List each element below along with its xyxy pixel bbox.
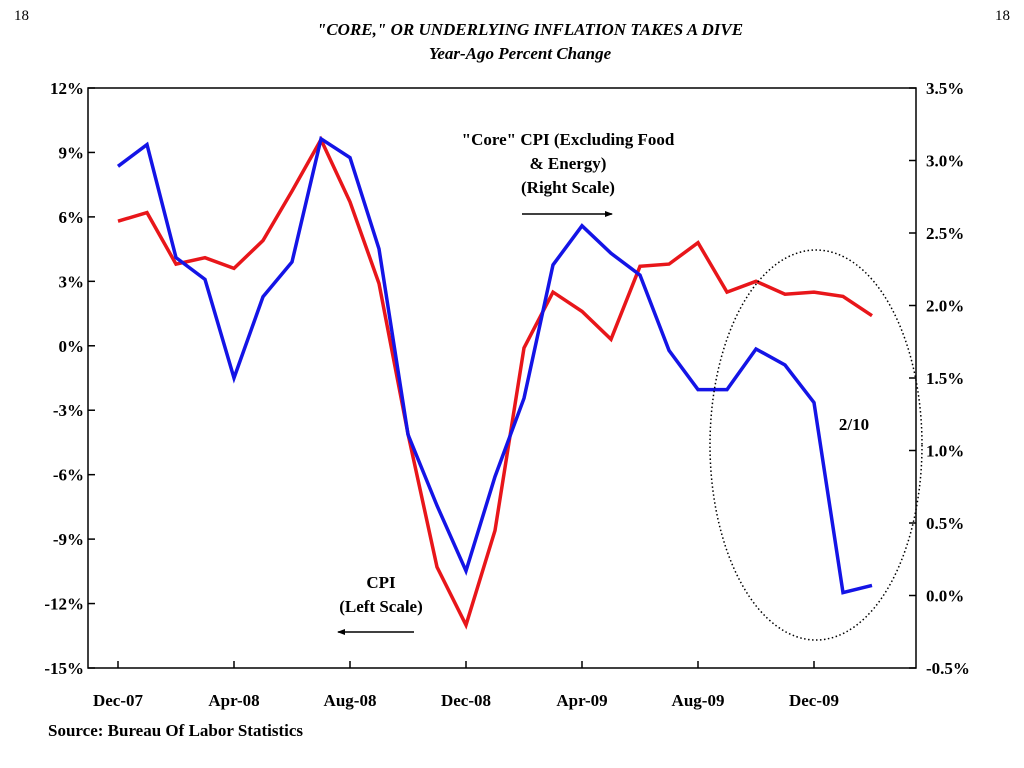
x-tick-label: Apr-09 xyxy=(556,691,607,710)
cpi-label-line-2: (Left Scale) xyxy=(339,597,423,616)
x-tick-label: Dec-09 xyxy=(789,691,839,710)
right-tick-label: 0.0% xyxy=(926,587,964,606)
core-label-line-3: (Right Scale) xyxy=(521,178,615,197)
right-tick-label: 3.0% xyxy=(926,152,964,171)
page-number-right: 18 xyxy=(995,8,1010,24)
core-label-line-1: "Core" CPI (Excluding Food xyxy=(462,130,675,149)
left-tick-label: 3% xyxy=(59,272,85,291)
left-tick-label: -9% xyxy=(53,530,84,549)
core-label-line-2: & Energy) xyxy=(530,154,607,173)
left-tick-label: 9% xyxy=(59,143,85,162)
cpi-series-line xyxy=(117,135,873,630)
left-tick-label: 0% xyxy=(59,337,85,356)
right-tick-label: 3.5% xyxy=(926,79,964,98)
x-tick-label: Dec-08 xyxy=(441,691,491,710)
core-cpi-series-line xyxy=(116,135,873,595)
right-tick-label: 0.5% xyxy=(926,514,964,533)
right-tick-label: -0.5% xyxy=(926,659,970,678)
right-tick-label: 2.5% xyxy=(926,224,964,243)
left-tick-label: 6% xyxy=(59,208,85,227)
plot-frame xyxy=(87,87,917,669)
page-number-left: 18 xyxy=(14,8,29,24)
cpi-label-line-1: CPI xyxy=(366,573,396,592)
x-tick-label: Aug-09 xyxy=(672,691,725,710)
right-tick-label: 1.0% xyxy=(926,442,964,461)
x-tick-label: Apr-08 xyxy=(208,691,259,710)
right-tick-label: 1.5% xyxy=(926,369,964,388)
left-tick-label: -12% xyxy=(44,595,84,614)
chart-subtitle: Year-Ago Percent Change xyxy=(428,44,612,63)
x-tick-label: Dec-07 xyxy=(93,691,144,710)
chart-title: "CORE," OR UNDERLYING INFLATION TAKES A … xyxy=(316,20,744,39)
source-note: Source: Bureau Of Labor Statistics xyxy=(48,721,304,740)
left-tick-label: 12% xyxy=(50,79,84,98)
highlight-circle xyxy=(709,249,923,641)
left-tick-label: -3% xyxy=(53,401,84,420)
x-tick-label: Aug-08 xyxy=(324,691,377,710)
circle-label: 2/10 xyxy=(839,415,869,434)
left-tick-label: -15% xyxy=(44,659,84,678)
right-tick-label: 2.0% xyxy=(926,297,964,316)
left-tick-label: -6% xyxy=(53,466,84,485)
